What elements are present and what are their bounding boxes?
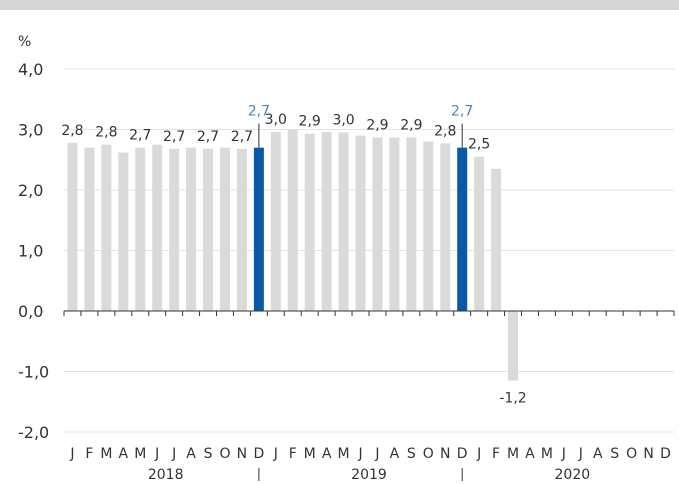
data-label: 2,5: [468, 137, 490, 153]
month-label: M: [507, 446, 519, 462]
month-label: F: [492, 446, 500, 462]
month-label: J: [578, 446, 583, 462]
bar: [457, 147, 468, 311]
month-label: M: [134, 446, 146, 462]
month-label: O: [626, 446, 637, 462]
month-label: A: [322, 446, 332, 462]
bar: [372, 137, 383, 311]
month-label: A: [390, 446, 400, 462]
month-label: D: [457, 446, 468, 462]
bar: [321, 131, 332, 311]
data-label: 2,8: [95, 125, 117, 141]
month-label: A: [593, 446, 603, 462]
month-label: O: [423, 446, 434, 462]
month-label: M: [338, 446, 350, 462]
bar: [152, 144, 163, 311]
y-tick-label: -2,0: [18, 423, 49, 442]
data-label: -1,2: [499, 391, 526, 407]
month-label: M: [541, 446, 553, 462]
gridlines: [64, 68, 674, 433]
bar: [270, 131, 281, 311]
bar: [186, 147, 197, 311]
year-label: 2020: [555, 467, 591, 483]
data-label: 2,7: [231, 129, 253, 145]
month-label: S: [407, 446, 416, 462]
data-label: 2,7: [248, 104, 270, 120]
data-label: 2,9: [366, 117, 388, 133]
month-label: J: [561, 446, 566, 462]
month-label: S: [610, 446, 619, 462]
month-label: J: [273, 446, 278, 462]
bar: [355, 135, 366, 311]
y-tick-label: 1,0: [18, 242, 43, 261]
bar: [423, 141, 434, 311]
bar: [67, 142, 78, 311]
y-tick-label: -1,0: [18, 363, 49, 382]
y-tick-label: 3,0: [18, 121, 43, 140]
y-tick-label: 4,0: [18, 60, 43, 79]
month-label: J: [154, 446, 159, 462]
month-label: J: [476, 446, 481, 462]
bar: [389, 137, 400, 311]
data-label: 2,7: [163, 129, 185, 145]
bar: [304, 133, 315, 311]
bar: [101, 144, 112, 311]
bar: [169, 148, 180, 311]
y-tick-label: 0,0: [18, 302, 43, 321]
month-label: D: [253, 446, 264, 462]
month-label: A: [525, 446, 535, 462]
month-label: J: [171, 446, 176, 462]
year-labels: 2018 2019 2020: [148, 467, 590, 483]
year-label: 2019: [351, 467, 387, 483]
bar: [219, 147, 230, 311]
month-label: O: [219, 446, 230, 462]
month-label: A: [119, 446, 129, 462]
data-label: 3,0: [265, 112, 287, 128]
year-label: 2018: [148, 467, 184, 483]
bar: [84, 147, 95, 311]
x-axis: [63, 310, 675, 316]
data-label: 3,0: [332, 113, 354, 129]
data-labels: 2,8 2,8 2,7 2,7 2,7 2,72,73,0 2,9 3,0 2,9 2,9 2,82…: [61, 104, 526, 407]
bars: [67, 129, 519, 381]
month-label: A: [186, 446, 196, 462]
y-axis-ticks: 4,0 3,0 2,0 1,0 0,0 -1,0 -2,0: [18, 60, 49, 442]
bar: [287, 129, 298, 311]
data-label: 2,9: [299, 114, 321, 130]
data-label: 2,9: [400, 117, 422, 133]
bar: [440, 143, 451, 311]
month-label: J: [374, 446, 379, 462]
month-label: D: [660, 446, 671, 462]
month-label: N: [643, 446, 653, 462]
y-tick-label: 2,0: [18, 181, 43, 200]
month-label: F: [289, 446, 297, 462]
data-label: 2,7: [451, 104, 473, 120]
bar: [474, 156, 485, 311]
bar: [118, 152, 129, 311]
bar: [135, 147, 146, 311]
bar: [406, 137, 417, 311]
month-label: N: [440, 446, 450, 462]
data-label: 2,7: [197, 129, 219, 145]
bar: [203, 148, 214, 311]
month-label: J: [357, 446, 362, 462]
bar: [236, 148, 247, 311]
month-label: J: [69, 446, 74, 462]
data-label: 2,8: [61, 123, 83, 139]
month-label: N: [237, 446, 247, 462]
data-label: 2,7: [129, 128, 151, 144]
y-unit-label: %: [18, 34, 31, 50]
month-label: M: [100, 446, 112, 462]
bar: [491, 168, 502, 311]
data-label: 2,8: [434, 123, 456, 139]
bar: [508, 311, 519, 381]
top-bar: [0, 0, 679, 10]
bar: [338, 132, 349, 311]
month-label: S: [204, 446, 213, 462]
month-label: F: [85, 446, 93, 462]
bar: [253, 147, 264, 311]
month-label: M: [304, 446, 316, 462]
